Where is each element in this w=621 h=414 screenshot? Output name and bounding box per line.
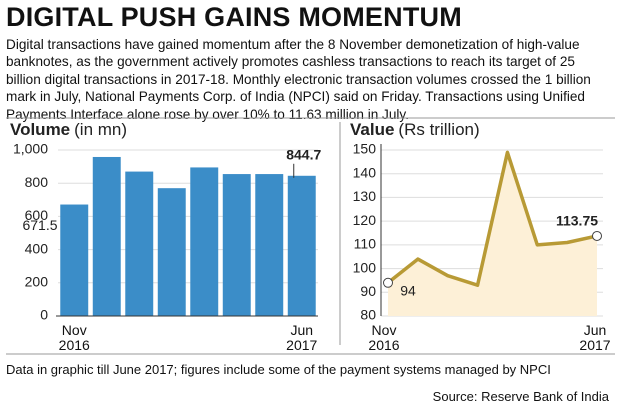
value-label: 671.5 xyxy=(22,217,57,233)
y-tick-label: 400 xyxy=(25,240,49,256)
chart-subtitle: (Rs trillion) xyxy=(398,120,479,139)
point xyxy=(383,277,393,288)
value-label: 113.75 xyxy=(556,213,598,229)
bar xyxy=(255,174,284,316)
chart-title: Volume (in mn) xyxy=(10,120,127,139)
y-tick-label: 100 xyxy=(353,259,377,275)
line xyxy=(386,150,598,287)
y-tick-label: 800 xyxy=(25,174,49,190)
y-tick-label: 80 xyxy=(360,307,376,323)
source: Source: Reserve Bank of India xyxy=(432,389,609,404)
bar xyxy=(125,171,154,316)
chart-title: Value (Rs trillion) xyxy=(350,120,480,139)
bar xyxy=(157,188,186,316)
bar xyxy=(287,175,316,316)
x-tick-label: Jun 2017 xyxy=(286,322,318,353)
y-tick-label: 600 xyxy=(25,207,49,223)
footnote: Data in graphic till June 2017; figures … xyxy=(6,362,551,377)
bar xyxy=(60,204,89,316)
area xyxy=(388,152,597,316)
bar xyxy=(92,156,121,316)
chart-title-main: Value xyxy=(350,120,394,139)
value-label: 844.7 xyxy=(286,146,321,162)
value-label: 94 xyxy=(400,283,416,299)
bar xyxy=(222,174,251,316)
y-tick-label: 90 xyxy=(360,283,376,299)
bar xyxy=(190,167,219,316)
y-tick-label: 130 xyxy=(353,188,377,204)
chart-subtitle: (in mn) xyxy=(74,120,127,139)
x-tick-label: Nov 2016 xyxy=(58,322,90,353)
x-tick-label: Jun 2017 xyxy=(579,322,611,353)
y-tick-label: 0 xyxy=(40,307,48,323)
chart-title-main: Volume xyxy=(10,120,70,139)
y-tick-label: 150 xyxy=(353,141,377,157)
y-tick-label: 120 xyxy=(353,212,377,228)
y-tick-label: 200 xyxy=(25,274,49,290)
y-tick-label: 1,000 xyxy=(13,141,48,157)
y-tick-label: 140 xyxy=(353,164,377,180)
title: DIGITAL PUSH GAINS MOMENTUM xyxy=(6,2,462,32)
x-tick-label: Nov 2016 xyxy=(368,322,400,353)
point xyxy=(592,230,602,241)
y-tick-label: 110 xyxy=(354,236,377,252)
